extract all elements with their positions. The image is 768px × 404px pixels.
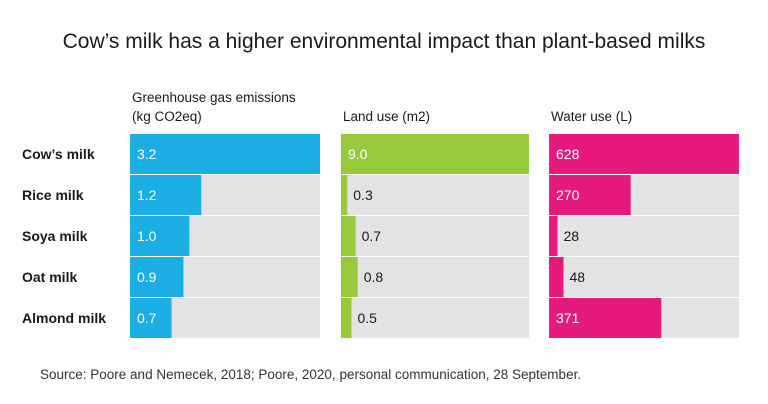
category-label-3: Oat milk bbox=[22, 269, 77, 285]
value-label-2-3: 48 bbox=[570, 269, 586, 285]
bar-0-0 bbox=[130, 134, 320, 174]
bar-0-3 bbox=[130, 257, 184, 297]
track-2-2 bbox=[549, 216, 739, 256]
track-1-4 bbox=[341, 298, 529, 338]
bar-1-1 bbox=[341, 175, 348, 215]
value-label-0-4: 0.7 bbox=[137, 310, 157, 326]
value-label-2-2: 28 bbox=[563, 228, 579, 244]
bar-0-1 bbox=[130, 175, 202, 215]
value-label-0-1: 1.2 bbox=[137, 187, 157, 203]
bar-1-2 bbox=[341, 216, 356, 256]
category-label-2: Soya milk bbox=[22, 228, 88, 244]
track-1-1 bbox=[341, 175, 529, 215]
bar-2-2 bbox=[549, 216, 558, 256]
value-label-1-4: 0.5 bbox=[357, 310, 377, 326]
bar-0-4 bbox=[130, 298, 172, 338]
value-label-1-1: 0.3 bbox=[353, 187, 373, 203]
value-label-1-3: 0.8 bbox=[364, 269, 384, 285]
bar-2-1 bbox=[549, 175, 631, 215]
category-label-0: Cow’s milk bbox=[22, 146, 95, 162]
value-label-1-0: 9.0 bbox=[348, 146, 368, 162]
track-1-2 bbox=[341, 216, 529, 256]
category-label-4: Almond milk bbox=[22, 310, 106, 326]
value-label-0-2: 1.0 bbox=[137, 228, 157, 244]
track-2-3 bbox=[549, 257, 739, 297]
panel-title-0-line-0: Greenhouse gas emissions bbox=[132, 90, 296, 105]
bar-2-4 bbox=[549, 298, 662, 338]
bar-0-2 bbox=[130, 216, 190, 256]
value-label-0-0: 3.2 bbox=[137, 146, 157, 162]
value-label-2-0: 628 bbox=[556, 146, 580, 162]
chart-title: Cow’s milk has a higher environmental im… bbox=[62, 30, 706, 53]
bar-2-0 bbox=[549, 134, 739, 174]
bar-1-0 bbox=[341, 134, 529, 174]
panel-title-0-line-1: (kg CO2eq) bbox=[132, 109, 202, 124]
value-label-0-3: 0.9 bbox=[137, 269, 157, 285]
panel-title-1-line-0: Land use (m2) bbox=[343, 109, 430, 124]
track-1-3 bbox=[341, 257, 529, 297]
category-label-1: Rice milk bbox=[22, 187, 84, 203]
source-note: Source: Poore and Nemecek, 2018; Poore, … bbox=[40, 367, 582, 382]
bar-1-3 bbox=[341, 257, 358, 297]
bar-2-3 bbox=[549, 257, 564, 297]
bar-1-4 bbox=[341, 298, 352, 338]
panel-title-2-line-0: Water use (L) bbox=[551, 109, 632, 124]
value-label-2-4: 371 bbox=[556, 310, 580, 326]
value-label-2-1: 270 bbox=[556, 187, 580, 203]
value-label-1-2: 0.7 bbox=[362, 228, 382, 244]
